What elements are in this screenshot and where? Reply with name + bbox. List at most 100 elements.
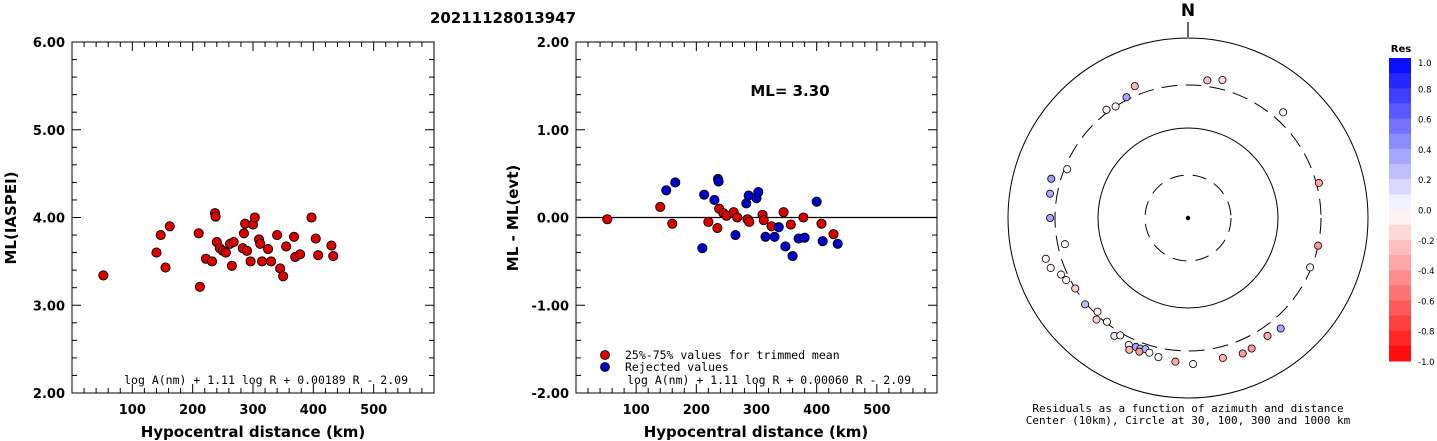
data-point [655,201,666,213]
data-point [226,260,237,271]
residual-point [1122,93,1131,102]
residual-vs-distance-panel: -2.00 -1.00 0.00 1.00 2.00 100 200 300 400 500 M… [504,36,938,441]
colorbar-tick-label: 1.0 [1418,59,1432,69]
y-tick-label: -2.00 [532,387,569,402]
colorbar-cell [1389,73,1411,89]
data-point [326,240,337,251]
ring-1000km [1007,37,1369,399]
residual-colorbar: Res 1.0 0.8 0.6 0.4 0.2 0.0 -0.2 -0.4 -0.6 -0.8 -1… [1389,44,1435,368]
y-tick-label: 3.00 [33,299,65,314]
data-point [245,256,256,267]
data-point [712,222,723,234]
data-point [816,218,827,229]
residual-point [1314,241,1323,250]
data-point [278,271,289,282]
residual-point [1130,82,1139,91]
colorbar-cell [1389,103,1411,120]
y-tick-label: 6.00 [33,36,65,51]
data-point [164,221,175,232]
y-tick-label: 4.00 [33,212,65,227]
rejected-point [699,189,710,200]
data-point [255,238,266,249]
data-point [328,251,339,262]
ring-100km [1097,127,1279,309]
center-dot [1185,215,1191,221]
colorbar-cell [1389,118,1411,135]
data-point [288,231,300,242]
y-tick-labels: -2.00 -1.00 0.00 1.00 2.00 [532,36,569,402]
azimuth-distance-panel: N Residuals as a function of azimuth and… [1007,1,1369,427]
y-tick-label: 2.00 [537,36,569,51]
colorbar-cell [1389,88,1411,104]
colorbar-title: Res [1391,44,1411,55]
residual-point [1093,307,1102,316]
residual-point [1092,315,1101,324]
colorbar-cell [1389,300,1411,317]
data-point [602,214,613,225]
legend-label-rejected: Rejected values [625,360,729,374]
data-point [206,256,218,267]
colorbar-cell [1389,194,1411,210]
data-point [306,212,317,223]
rejected-point [799,232,810,243]
colorbar-tick-label: -0.8 [1418,328,1435,338]
data-point [263,244,274,255]
residual-point [1047,174,1056,183]
data-point [667,218,678,229]
colorbar-cell [1389,224,1411,241]
rejected-point [753,187,764,198]
x-tick-label: 200 [179,403,206,418]
residual-point [1203,76,1212,85]
residual-point [1171,357,1180,366]
residual-point [1102,105,1111,114]
data-point [295,249,306,260]
legend: 25%-75% values for trimmed mean Rejected… [600,348,840,374]
colorbar-tick-label: 0.6 [1418,116,1432,126]
rejected-point [709,194,720,205]
data-point [272,229,283,241]
colorbar-tick-label: -0.4 [1418,267,1435,277]
residual-point [1081,300,1090,309]
data-point [703,216,714,227]
data-point [98,270,109,281]
formula-text: log A(nm) + 1.11 log R + 0.00189 R - 2.0… [124,373,408,387]
residual-point [1306,263,1315,272]
caption-line-1: Residuals as a function of azimuth and d… [1032,402,1343,415]
legend-marker-trimmed [600,350,610,360]
colorbar-tick-label: 0.4 [1418,146,1432,156]
x-tick-labels: 100 200 300 400 500 [119,403,387,418]
data-points [602,173,843,262]
data-point [828,229,839,240]
colorbar-cells [1389,58,1411,362]
colorbar-cell [1389,345,1411,362]
residual-point [1218,353,1227,362]
data-point [798,212,809,223]
x-tick-label: 100 [623,403,650,418]
data-point [281,241,292,252]
data-point [758,215,769,226]
colorbar-cell [1389,164,1411,180]
residual-point [1314,178,1323,187]
x-tick-label: 400 [803,403,830,418]
ml-annotation: ML= 3.30 [750,82,829,100]
residual-point [1279,108,1288,117]
rejected-point [730,229,741,241]
colorbar-cell [1389,133,1411,150]
x-tick-label: 100 [119,403,146,418]
colorbar-cell [1389,58,1411,74]
residual-point [1111,102,1120,111]
legend-label-trimmed: 25%-75% values for trimmed mean [625,348,840,362]
x-tick-label: 500 [863,403,890,418]
rejected-point [811,196,822,207]
residual-point [1046,189,1055,198]
data-point [194,281,205,292]
rejected-point [773,222,784,233]
residual-point [1238,349,1247,358]
rejected-point [780,241,791,252]
colorbar-tick-label: -1.0 [1418,358,1435,368]
y-tick-labels: 2.00 3.00 4.00 5.00 6.00 [33,36,65,402]
residual-point [1102,317,1111,326]
data-point [210,211,221,222]
residual-point [1154,353,1163,362]
